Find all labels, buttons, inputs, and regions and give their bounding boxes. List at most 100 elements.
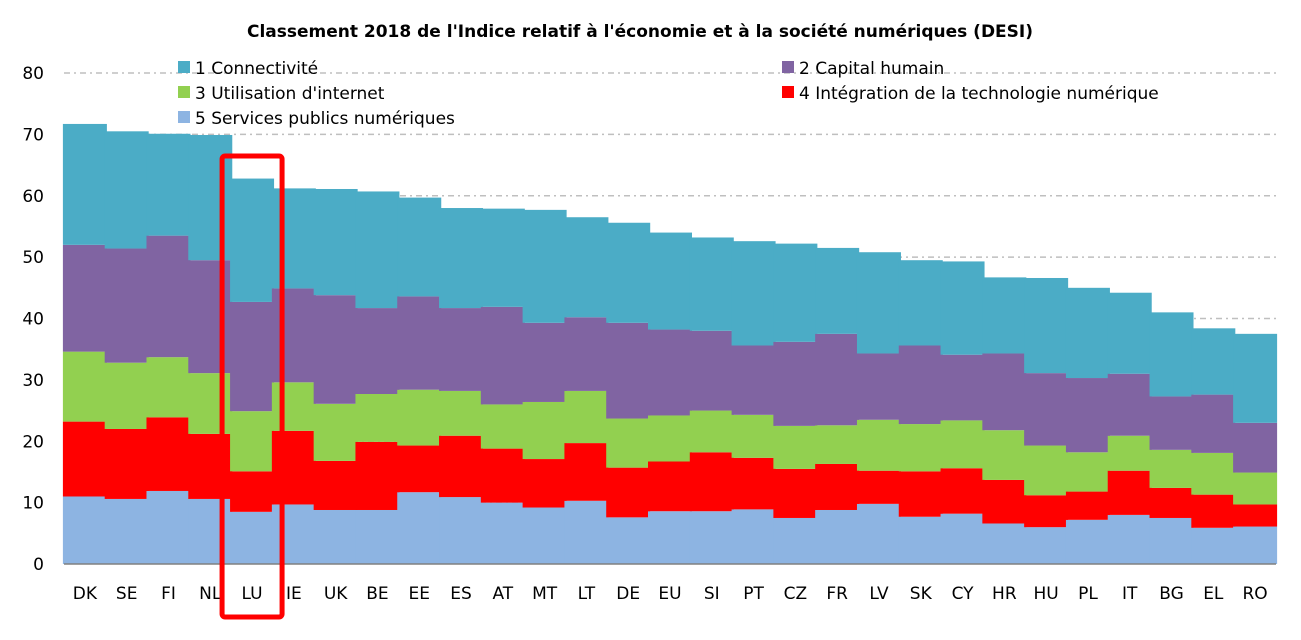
bar-segment-s2 [1191,452,1236,495]
y-tick-label: 80 [22,64,44,84]
bar-segment-s0 [856,503,901,564]
bar-segment-s2 [982,430,1027,480]
bar-segment-s0 [648,511,692,564]
bar-segment-s4 [648,232,692,330]
bar-segment-s1 [1191,494,1236,528]
bar-segment-s2 [230,411,275,472]
bar-segment-s2 [940,420,985,469]
bar-segment-s2 [104,362,149,429]
bar-segment-s3 [731,345,776,415]
bar-segment-s0 [1065,519,1110,564]
bar-segment-s3 [355,308,400,394]
x-tick-label: AT [492,584,513,604]
x-tick-label: FI [161,584,176,604]
bar-segment-s0 [773,517,818,564]
bar-segment-s4 [1191,328,1236,395]
bar-segment-s0 [940,513,985,564]
bar-stack-lt [564,217,609,564]
bar-segment-s3 [1191,394,1236,453]
legend-item: 1 Connectivité [178,59,318,79]
bar-segment-s1 [606,467,651,518]
x-tick-label: IE [286,584,302,604]
bar-stack-nl [188,134,233,564]
bar-segment-s4 [689,237,734,331]
bar-segment-s4 [480,208,525,307]
bar-segment-s4 [940,261,985,355]
legend-swatch [782,86,794,98]
bar-stack-ie [271,188,316,564]
bar-segment-s2 [1233,472,1278,505]
x-tick-label: MT [532,584,558,604]
bar-segment-s1 [564,443,609,501]
bar-segment-s4 [397,197,442,297]
bar-segment-s4 [230,178,275,302]
bars [62,123,1278,564]
legend-label: 2 Capital humain [799,59,944,79]
bar-segment-s4 [606,222,651,323]
bar-segment-s1 [480,448,525,503]
bar-stack-es [439,208,484,564]
y-tick-label: 0 [33,555,44,575]
bar-segment-s1 [1065,491,1110,520]
bar-segment-s1 [1149,487,1194,518]
bar-segment-s3 [648,329,692,416]
bar-segment-s1 [313,460,358,510]
bar-segment-s0 [62,496,107,564]
x-tick-label: RO [1243,584,1268,604]
x-tick-label: ES [450,584,472,604]
bar-stack-eu [648,232,692,564]
bar-stack-hu [1024,277,1069,564]
bar-segment-s1 [773,468,818,518]
bar-stack-el [1191,328,1236,564]
bar-segment-s2 [522,401,567,460]
bar-segment-s4 [439,208,484,309]
bar-stack-it [1107,292,1152,564]
bar-segment-s2 [397,389,442,446]
bar-segment-s0 [146,490,191,564]
bar-stack-de [606,222,651,564]
x-tick-label: EU [658,584,681,604]
bar-segment-s0 [104,498,149,564]
x-tick-label: HR [992,584,1017,604]
x-tick-label: HU [1034,584,1059,604]
bar-segment-s0 [564,500,609,564]
bar-segment-s4 [1024,277,1069,374]
bar-segment-s0 [313,509,358,564]
bar-segment-s0 [439,497,484,564]
bar-segment-s3 [1233,422,1278,473]
bar-segment-s1 [146,417,191,491]
legend-label: 4 Intégration de la technologie numériqu… [799,84,1159,104]
bar-segment-s2 [271,382,316,431]
bar-segment-s4 [1233,333,1278,423]
x-tick-label: DK [73,584,98,604]
bar-segment-s3 [62,244,107,352]
legend-item: 2 Capital humain [782,59,944,79]
x-tick-label: LV [869,584,889,604]
bar-stack-pt [731,241,776,564]
bar-segment-s2 [856,419,901,471]
bar-segment-s4 [1065,287,1110,379]
x-tick-label: UK [324,584,348,604]
bar-segment-s2 [1024,445,1069,496]
bar-segment-s4 [773,243,818,342]
bar-segment-s0 [689,511,734,564]
legend-label: 1 Connectivité [195,59,318,79]
bar-segment-s0 [230,511,275,564]
y-tick-label: 30 [22,371,44,391]
bar-segment-s1 [355,441,400,510]
bar-segment-s1 [522,459,567,508]
bar-segment-s3 [439,308,484,391]
bar-segment-s2 [1065,452,1110,492]
x-tick-label: BG [1159,584,1184,604]
bar-stack-bg [1149,312,1194,564]
bar-segment-s0 [1149,517,1194,564]
bar-segment-s0 [731,509,776,564]
bar-segment-s1 [397,445,442,493]
bar-segment-s3 [146,235,191,358]
bar-stack-be [355,191,400,564]
x-tick-label: DE [616,584,640,604]
bar-segment-s2 [355,393,400,442]
y-tick-label: 40 [22,310,44,330]
bar-segment-s2 [731,414,776,458]
